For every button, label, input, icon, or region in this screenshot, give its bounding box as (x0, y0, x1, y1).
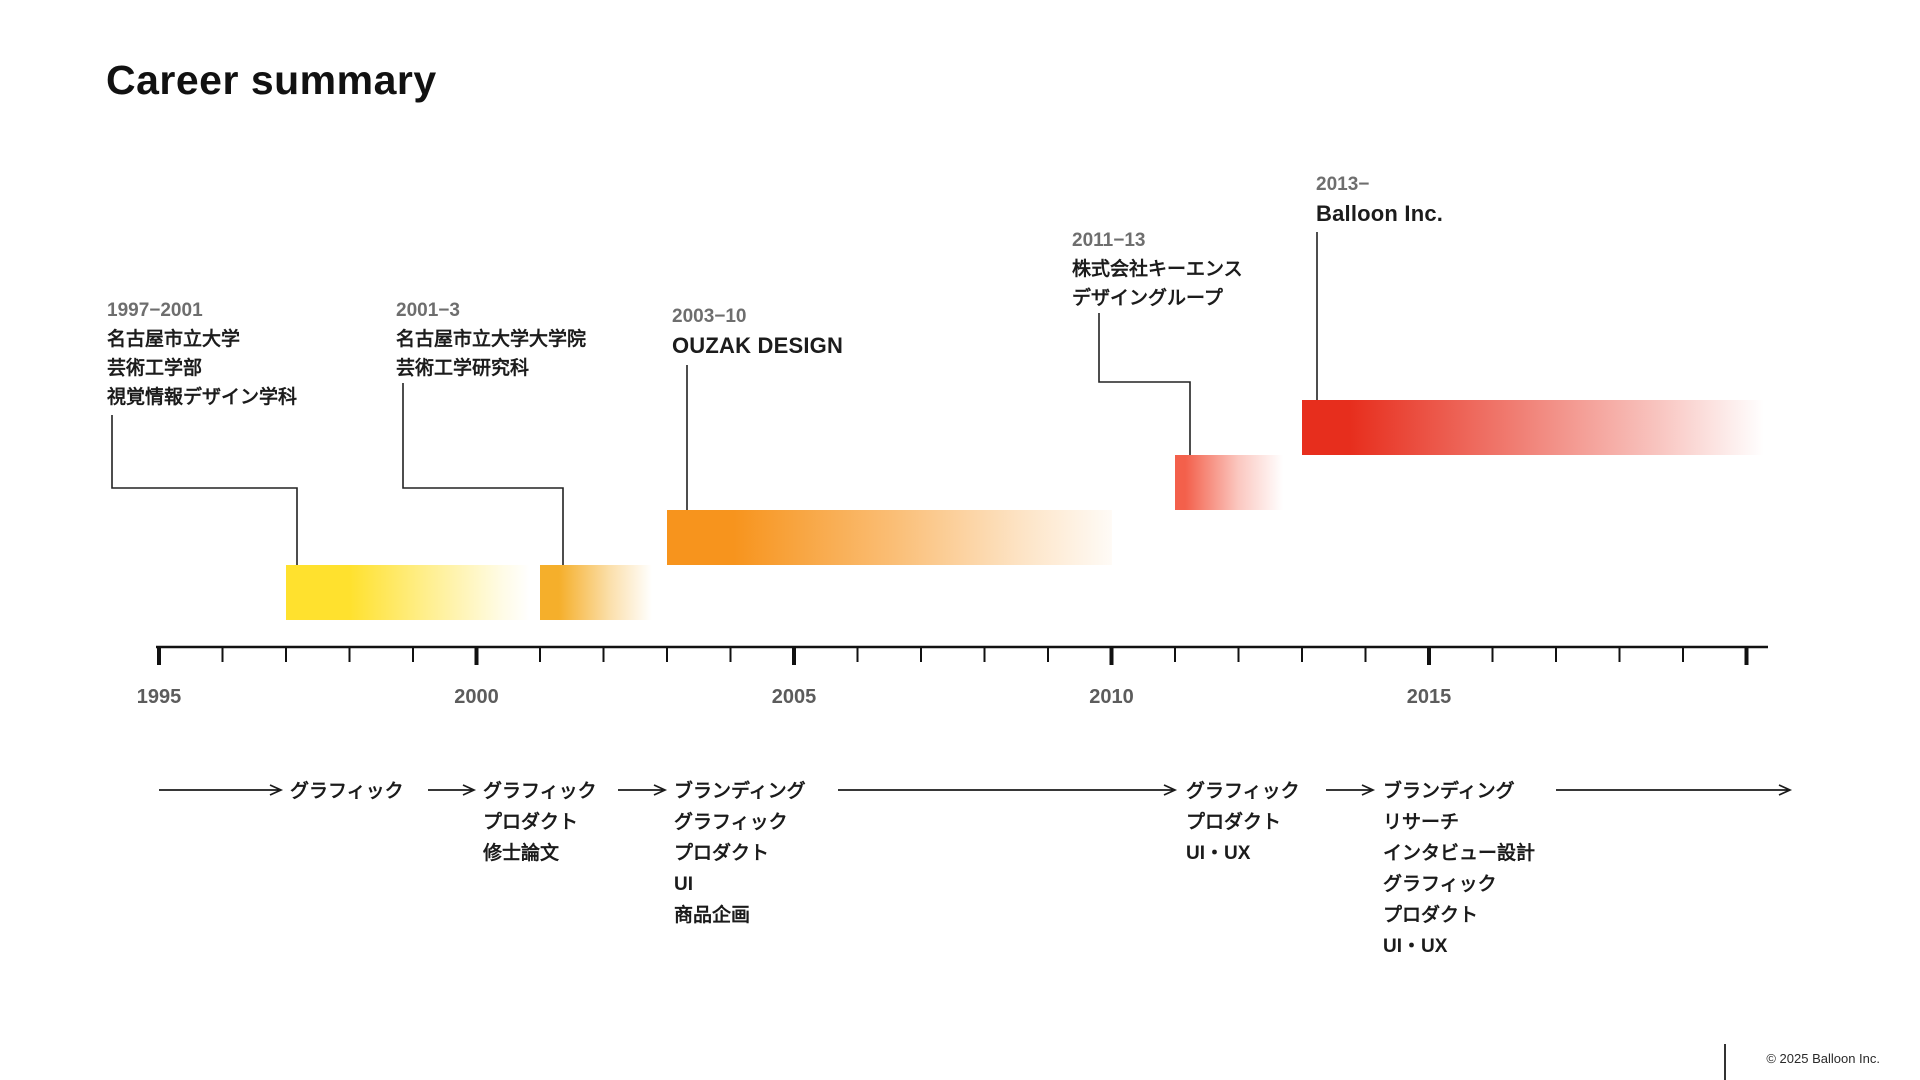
organization-name: 視覚情報デザイン学科 (107, 387, 298, 408)
skill-stage-1: グラフィック プロダクト修士論文 (483, 776, 597, 869)
skill-item: プロダクト (1186, 812, 1282, 833)
axis-year-label-2000: 2000 (454, 686, 499, 708)
timeline-bar-1 (540, 565, 667, 620)
skill-item: 修士論文 (483, 843, 560, 864)
date-range: 1997−2001 (107, 300, 203, 321)
timeline-label-1: 2001−3 名古屋市立大学大学院 芸術工学研究科 (396, 296, 586, 383)
skill-item: グラフィック (1383, 874, 1497, 895)
date-range: 2001−3 (396, 300, 460, 321)
axis-year-label-2005: 2005 (771, 686, 817, 708)
organization-name: OUZAK DESIGN (672, 333, 844, 358)
skill-item: 商品企画 (674, 905, 751, 926)
organization-name: Balloon Inc. (1316, 201, 1444, 226)
skill-item: リサーチ (1383, 812, 1460, 833)
skill-item: ブランディング (674, 781, 806, 802)
connector-line-0 (111, 415, 298, 565)
skill-item: グラフィック (674, 812, 788, 833)
skill-flow-arrow-4 (1326, 784, 1376, 796)
skill-item: ブランディング (1383, 781, 1515, 802)
skill-item: UI (674, 874, 693, 895)
skill-item: グラフィック (483, 781, 597, 802)
organization-name: 名古屋市立大学大学院 (396, 329, 587, 350)
organization-name: 株式会社キーエンス (1072, 259, 1243, 280)
timeline-bar-0 (286, 565, 540, 620)
connector-line-1 (402, 383, 564, 565)
date-range: 2003−10 (672, 306, 747, 327)
skill-flow-arrow-3 (838, 784, 1178, 796)
date-range: 2013− (1316, 174, 1370, 195)
organization-name: デザイングループ (1072, 288, 1223, 309)
skill-item: プロダクト (483, 812, 579, 833)
slide-title: Career summary (106, 57, 437, 103)
axis-year-label-1995: 1995 (136, 686, 182, 708)
date-range: 2011−13 (1072, 230, 1146, 251)
skill-item: グラフィック (1186, 781, 1300, 802)
skill-stage-0: グラフィック (290, 776, 404, 807)
copyright-divider (1724, 1044, 1726, 1080)
connector-line-3 (1098, 313, 1191, 455)
skill-item: プロダクト (674, 843, 770, 864)
skill-flow-arrow-2 (618, 784, 668, 796)
skill-stage-2: ブランディング グラフィック プロダクト UI 商品企画 (674, 776, 806, 931)
timeline-bar-2 (667, 510, 1112, 565)
organization-name: 芸術工学部 (107, 358, 203, 379)
timeline-label-3: 2011−13 株式会社キーエンス デザイングループ (1072, 226, 1243, 313)
skill-item: UI・UX (1186, 843, 1251, 864)
skill-item: インタビュー設計 (1383, 843, 1536, 864)
timeline-bar-4 (1302, 400, 1779, 455)
timeline-label-0: 1997−2001 名古屋市立大学 芸術工学部視覚情報デザイン学科 (107, 296, 297, 412)
skill-item: プロダクト (1383, 905, 1479, 926)
timeline-label-2: 2003−10 OUZAK DESIGN (672, 302, 843, 360)
skill-stage-4: ブランディング リサーチインタビュー設計 グラフィック プロダクト UI・UX (1383, 776, 1535, 962)
copyright-text: © 2025 Balloon Inc. (1766, 1051, 1880, 1066)
timeline-label-4: 2013− Balloon Inc. (1316, 170, 1443, 228)
skill-flow-arrow-0 (159, 784, 284, 796)
axis-year-label-2015: 2015 (1406, 686, 1452, 708)
skill-stage-3: グラフィック プロダクト UI・UX (1186, 776, 1300, 869)
skill-flow-arrow-1 (428, 784, 477, 796)
organization-name: 名古屋市立大学 (107, 329, 241, 350)
skill-item: UI・UX (1383, 936, 1448, 957)
organization-name: 芸術工学研究科 (396, 358, 530, 379)
skill-item: グラフィック (290, 781, 404, 802)
skill-flow-arrow-5 (1556, 784, 1793, 796)
timeline-bar-3 (1175, 455, 1302, 510)
axis-year-label-2010: 2010 (1089, 686, 1134, 708)
